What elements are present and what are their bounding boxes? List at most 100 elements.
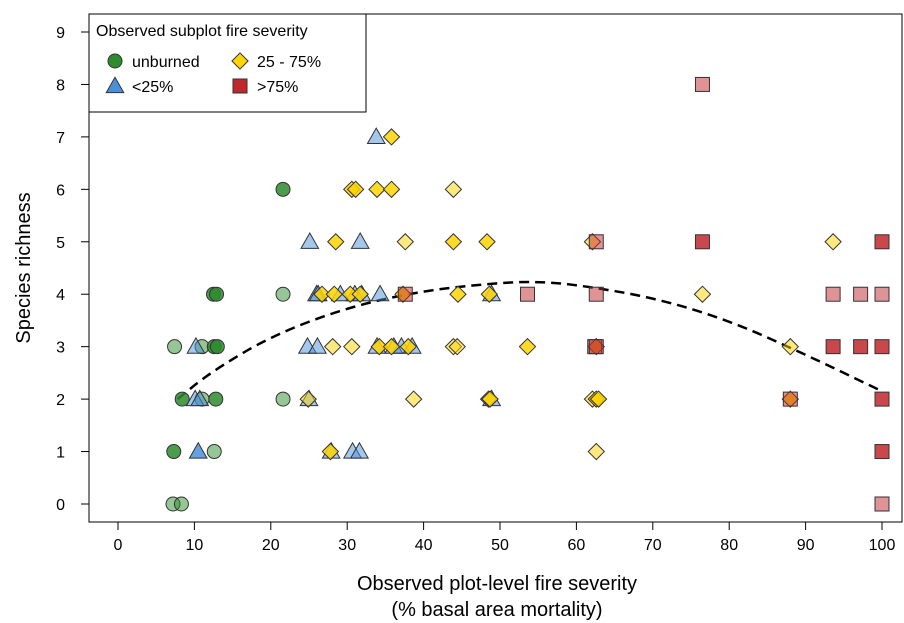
x-tick-label: 0 [114,537,123,554]
x-tick-label: 30 [338,537,356,554]
legend-entries: unburned <25% 25 - 75% >75% [105,52,321,96]
x-tick-label: 20 [262,537,280,554]
y-axis: 0 1 2 3 4 5 6 7 8 9 [56,25,89,514]
x-axis: 0 10 20 30 40 50 60 70 80 90 100 [114,522,896,554]
data-point-diamond [824,233,842,251]
data-point-square [874,339,890,355]
data-point-diamond [321,442,340,461]
legend-label-lt25: <25% [132,79,173,96]
data-point-circle [209,339,225,355]
data-point-diamond [693,285,712,303]
legend-marker-lt25 [105,76,125,94]
data-point-triangle [350,232,370,249]
data-point-square [825,339,841,355]
data-point-triangle [349,441,370,459]
data-point-diamond [313,285,331,303]
data-point-triangle [300,232,320,249]
data-point-square [588,286,604,302]
data-point-diamond [589,390,608,408]
y-tick-label: 0 [56,497,65,514]
data-point-circle [166,444,182,460]
data-point-diamond [444,180,463,199]
data-point-diamond [449,285,467,303]
fitted-trend-curve [176,280,883,401]
data-point-diamond [325,285,343,303]
data-point-diamond [382,128,401,146]
y-tick-label: 5 [56,235,65,252]
y-axis-title: Species richness [13,192,35,343]
x-axis-title-line1: Observed plot-level fire severity [357,573,637,595]
x-tick-label: 10 [186,537,204,554]
x-axis-title-line2: (% basal area mortality) [391,599,602,621]
data-point-circle [275,391,291,407]
legend-label-mid: 25 - 75% [257,54,321,71]
data-points [165,76,890,512]
data-point-diamond [368,180,386,199]
y-tick-label: 9 [56,25,65,42]
data-point-square [874,496,890,512]
y-tick-label: 1 [56,445,65,462]
legend-label-gt75: >75% [257,79,298,96]
legend-marker-gt75 [232,78,248,94]
x-tick-label: 70 [644,537,662,554]
data-point-square [874,286,890,302]
y-tick-label: 2 [56,392,65,409]
data-point-diamond [370,337,389,356]
data-point-diamond [444,233,463,251]
data-point-triangle [188,441,208,459]
data-point-diamond [346,180,365,199]
data-point-circle [275,181,291,197]
data-point-circle [275,286,291,302]
data-point-square [694,76,710,92]
x-tick-label: 50 [491,537,509,554]
data-point-square [874,444,890,460]
data-point-triangle [370,284,390,302]
data-point-diamond [299,390,317,408]
x-tick-label: 100 [869,537,896,554]
data-point-square [520,286,536,302]
data-point-diamond [351,285,369,303]
data-point-diamond [323,337,342,356]
data-point-square [782,391,798,407]
data-point-diamond [481,390,499,408]
data-point-diamond [480,285,499,303]
data-point-diamond [382,180,401,199]
data-point-triangle [186,336,206,354]
legend-box [88,13,367,113]
y-tick-label: 8 [56,77,65,94]
y-tick-label: 7 [56,130,65,147]
data-point-diamond [326,233,345,251]
data-point-square [588,339,604,355]
legend-label-unburned: unburned [132,54,200,71]
data-point-circle [167,339,183,355]
x-tick-label: 90 [797,537,815,554]
data-point-square [874,234,890,250]
data-point-square [397,286,413,302]
data-point-diamond [343,337,361,356]
data-point-square [588,234,604,250]
data-point-diamond [518,337,537,356]
y-tick-label: 4 [56,287,65,304]
y-tick-label: 3 [56,340,65,357]
data-point-diamond [396,233,415,251]
data-point-square [825,286,841,302]
data-point-diamond [781,337,800,356]
data-point-diamond [478,233,496,251]
data-point-diamond [382,337,401,356]
legend-marker-mid [231,52,249,70]
legend-title: Observed subplot fire severity [96,23,308,40]
data-point-square [853,339,869,355]
data-point-triangle [307,336,328,354]
y-tick-label: 6 [56,182,65,199]
data-point-square [694,234,710,250]
data-point-square [853,286,869,302]
data-point-diamond [587,442,606,461]
data-point-square [874,391,890,407]
plot-frame [88,13,903,523]
data-point-circle [174,391,190,407]
data-point-diamond [448,337,466,356]
legend: Observed subplot fire severity unburned <… [88,13,367,113]
data-point-circle [206,444,222,460]
data-point-triangle [190,389,210,407]
